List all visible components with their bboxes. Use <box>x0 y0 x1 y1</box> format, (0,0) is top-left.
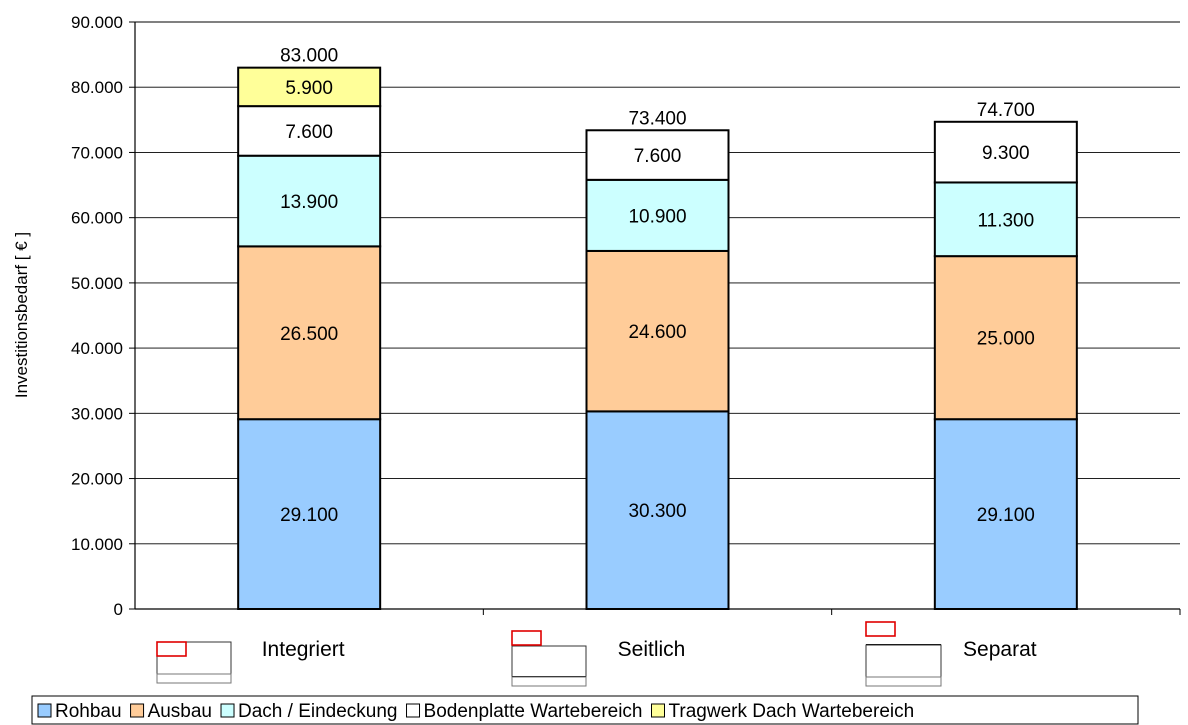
bar-segment <box>585 249 730 413</box>
bar-segment <box>237 105 382 157</box>
bar-segment <box>933 120 1078 184</box>
y-tick-label: 80.000 <box>71 78 123 97</box>
x-category-label: Integriert <box>262 638 345 661</box>
y-tick-label: 50.000 <box>71 274 123 293</box>
segment-value-label: 9.300 <box>982 143 1030 164</box>
separat-layout-icon <box>865 621 942 687</box>
segment-value-label: 26.500 <box>280 324 338 345</box>
y-tick-label: 40.000 <box>71 339 123 358</box>
segment-value-label: 10.900 <box>628 206 686 227</box>
segment-value-label: 5.900 <box>285 78 333 99</box>
legend-label: Bodenplatte Wartebereich <box>424 701 643 722</box>
bar-segment <box>237 154 382 248</box>
x-axis-categories: Integriert Seitlich Separat <box>262 609 1181 661</box>
legend-label: Dach / Eindeckung <box>238 701 398 722</box>
y-tick-label: 10.000 <box>71 535 123 554</box>
x-category-label: Seitlich <box>618 638 686 661</box>
legend-box <box>31 695 1139 725</box>
seitlich-layout-icon <box>511 630 587 687</box>
legend-swatch <box>130 703 145 718</box>
y-tick-label: 90.000 <box>71 13 123 32</box>
segment-value-label: 25.000 <box>977 329 1035 350</box>
axes <box>134 22 1180 610</box>
bar-total-label: 74.700 <box>977 100 1035 121</box>
bar-total-label: 83.000 <box>280 46 338 67</box>
y-tick-label: 0 <box>114 600 123 619</box>
legend-swatch <box>220 703 235 718</box>
bars: 29.100 26.500 13.900 7.600 5.900 83.000 30.300… <box>237 46 1078 611</box>
segment-value-label: 7.600 <box>634 146 682 167</box>
x-category-label: Separat <box>963 638 1037 661</box>
legend-label: Tragwerk Dach Wartebereich <box>669 701 915 722</box>
segment-value-label: 29.100 <box>977 505 1035 526</box>
segment-value-label: 11.300 <box>977 210 1034 231</box>
segment-value-label: 13.900 <box>280 192 338 213</box>
legend-swatch <box>37 703 52 718</box>
bar-segment <box>585 129 730 181</box>
bar-segment <box>933 181 1078 258</box>
category-icons <box>156 621 942 687</box>
bar-segment <box>237 66 382 108</box>
legend-label: Rohbau <box>55 701 122 722</box>
legend-swatch <box>406 703 421 718</box>
y-axis-ticks: 0 10.000 20.000 30.000 40.000 50.000 60.000 70.… <box>71 13 135 619</box>
legend-swatch <box>651 703 665 718</box>
bar-segment <box>933 255 1078 421</box>
y-tick-label: 20.000 <box>71 470 123 489</box>
y-axis-label: Investitionsbedarf [ € ] <box>12 232 31 398</box>
y-tick-label: 70.000 <box>71 143 123 162</box>
segment-value-label: 29.100 <box>280 505 338 526</box>
bar-segment <box>237 245 382 421</box>
segment-value-label: 24.600 <box>628 322 686 343</box>
legend-label: Ausbau <box>148 701 212 722</box>
bar-segment <box>585 178 730 252</box>
y-tick-label: 30.000 <box>71 404 123 423</box>
segment-value-label: 7.600 <box>285 122 333 143</box>
integriert-layout-icon <box>156 641 232 684</box>
bar-segment <box>933 418 1078 610</box>
legend: Rohbau Ausbau Dach / Eindeckung Bodenplatte… <box>31 695 1139 725</box>
segment-value-label: 30.300 <box>628 501 686 522</box>
y-tick-label: 60.000 <box>71 209 123 228</box>
bar-total-label: 73.400 <box>628 108 686 129</box>
